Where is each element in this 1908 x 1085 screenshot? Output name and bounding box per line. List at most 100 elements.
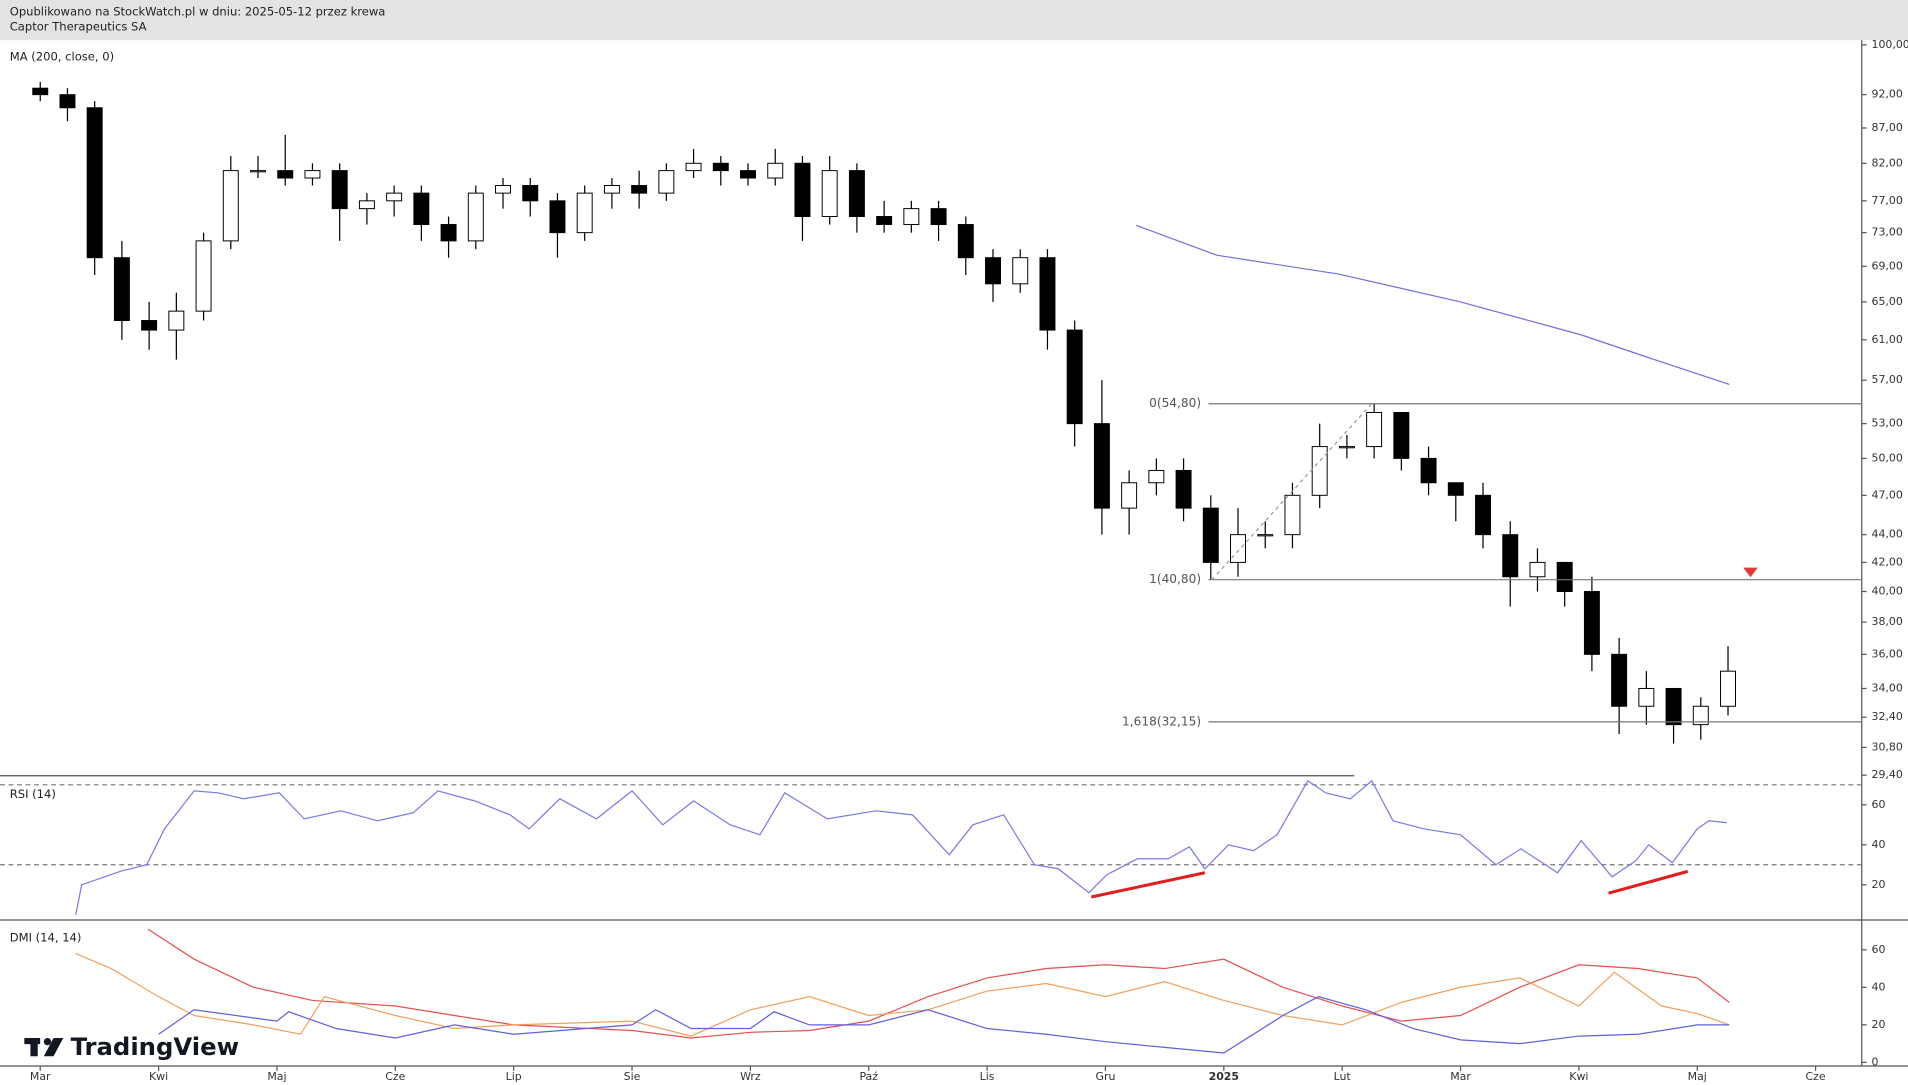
- candle-body: [1121, 482, 1138, 509]
- candle-body: [1420, 457, 1437, 484]
- x-tick-label: Paź: [859, 1070, 878, 1083]
- y-tick-label: 40: [1871, 838, 1885, 851]
- y-tick-label: 44,00: [1871, 528, 1902, 541]
- trend-line: [1211, 403, 1373, 581]
- header-bar: [0, 0, 1908, 41]
- y-tick-label: 73,00: [1871, 226, 1902, 239]
- candle-body: [1665, 687, 1682, 726]
- candle-body: [59, 94, 76, 109]
- candle-body: [1066, 329, 1083, 425]
- candle-body: [876, 216, 893, 226]
- candle-body: [1257, 534, 1274, 537]
- candle-body: [1012, 257, 1029, 285]
- candle-body: [1093, 423, 1110, 509]
- y-tick-label: 87,00: [1871, 121, 1902, 134]
- moving-average: [1136, 224, 1730, 386]
- candle-body: [250, 170, 266, 173]
- indicator-line: [158, 996, 1730, 1054]
- y-tick-label: 77,00: [1871, 194, 1902, 207]
- x-tick-label: Cze: [1806, 1070, 1826, 1083]
- candle-body: [685, 162, 702, 172]
- candle-body: [440, 224, 457, 242]
- x-tick-label: Maj: [267, 1070, 286, 1083]
- candle-body: [1202, 507, 1219, 563]
- candle-body: [549, 200, 566, 234]
- candle-body: [386, 192, 403, 202]
- candle-body: [331, 170, 348, 210]
- y-tick-label: 30,80: [1871, 740, 1902, 753]
- x-tick-label: Sie: [624, 1070, 641, 1083]
- pane-title: RSI (14): [10, 787, 56, 801]
- candle-body: [794, 162, 811, 218]
- candle-body: [277, 170, 294, 179]
- candle-body: [495, 185, 511, 194]
- y-tick-label: 0: [1871, 1055, 1878, 1068]
- candle-body: [1366, 412, 1383, 448]
- candle-body: [358, 200, 375, 210]
- candle-body: [413, 192, 430, 226]
- x-tick-label: Mar: [30, 1070, 51, 1083]
- indicator-line: [147, 928, 1730, 1039]
- y-tick-label: 69,00: [1871, 259, 1902, 272]
- y-tick-label: 60: [1871, 943, 1885, 956]
- y-tick-label: 40,00: [1871, 585, 1902, 598]
- candle-body: [1148, 469, 1165, 484]
- y-tick-label: 32,40: [1871, 710, 1902, 723]
- candle-body: [1475, 494, 1491, 536]
- fib-label: 1(40,80): [1149, 572, 1201, 586]
- candle-body: [1720, 670, 1736, 707]
- candle-body: [1338, 446, 1355, 449]
- x-tick-label: Lip: [506, 1070, 522, 1083]
- x-tick-label: Cze: [385, 1070, 405, 1083]
- divergence-line: [1608, 869, 1689, 895]
- candle-body: [113, 257, 130, 322]
- y-tick-label: 50,00: [1871, 451, 1902, 464]
- candle-body: [1638, 687, 1655, 707]
- candle-body: [304, 170, 321, 179]
- y-tick-label: 57,00: [1871, 373, 1902, 386]
- y-tick-label: 100,00: [1871, 38, 1908, 51]
- y-tick-label: 92,00: [1871, 88, 1902, 101]
- candle-body: [1311, 446, 1328, 496]
- y-tick-label: 34,00: [1871, 681, 1902, 694]
- candle-body: [1039, 257, 1056, 331]
- candle-body: [1393, 412, 1410, 459]
- watermark: TradingView: [71, 1032, 240, 1061]
- candle-body: [522, 185, 539, 202]
- fib-label: 1,618(32,15): [1122, 714, 1201, 728]
- y-tick-label: 60: [1871, 798, 1885, 811]
- candle-body: [86, 107, 103, 259]
- candle-body: [1230, 534, 1246, 563]
- y-tick-label: 36,00: [1871, 647, 1902, 660]
- candle-body: [1692, 705, 1709, 726]
- y-tick-label: 20: [1871, 878, 1885, 891]
- candle-body: [576, 192, 593, 234]
- candle-body: [603, 185, 620, 194]
- header-line: Captor Therapeutics SA: [10, 19, 147, 33]
- y-tick-label: 53,00: [1871, 417, 1902, 430]
- candle-body: [631, 185, 648, 194]
- candle-body: [767, 162, 784, 179]
- alert-marker: [1743, 567, 1758, 578]
- y-tick-label: 42,00: [1871, 555, 1902, 568]
- candle-body: [1611, 653, 1628, 707]
- header-line: Opublikowano na StockWatch.pl w dniu: 20…: [10, 5, 386, 19]
- candle-body: [195, 240, 212, 312]
- candle-body: [821, 170, 838, 218]
- candle-body: [141, 320, 158, 331]
- candle-body: [1529, 561, 1546, 578]
- candle-body: [222, 170, 239, 242]
- candle-body: [467, 192, 484, 242]
- x-tick-label: Kwi: [1569, 1070, 1588, 1083]
- candle-body: [740, 170, 756, 179]
- y-tick-label: 20: [1871, 1018, 1885, 1031]
- pane-title: DMI (14, 14): [10, 931, 82, 945]
- candle-body: [32, 87, 49, 96]
- candle-body: [168, 310, 185, 331]
- indicator-line: [75, 779, 1727, 915]
- divergence-line: [1090, 871, 1206, 899]
- y-tick-label: 29,40: [1871, 768, 1902, 781]
- y-tick-label: 40: [1871, 980, 1885, 993]
- pane-title: MA (200, close, 0): [10, 50, 114, 64]
